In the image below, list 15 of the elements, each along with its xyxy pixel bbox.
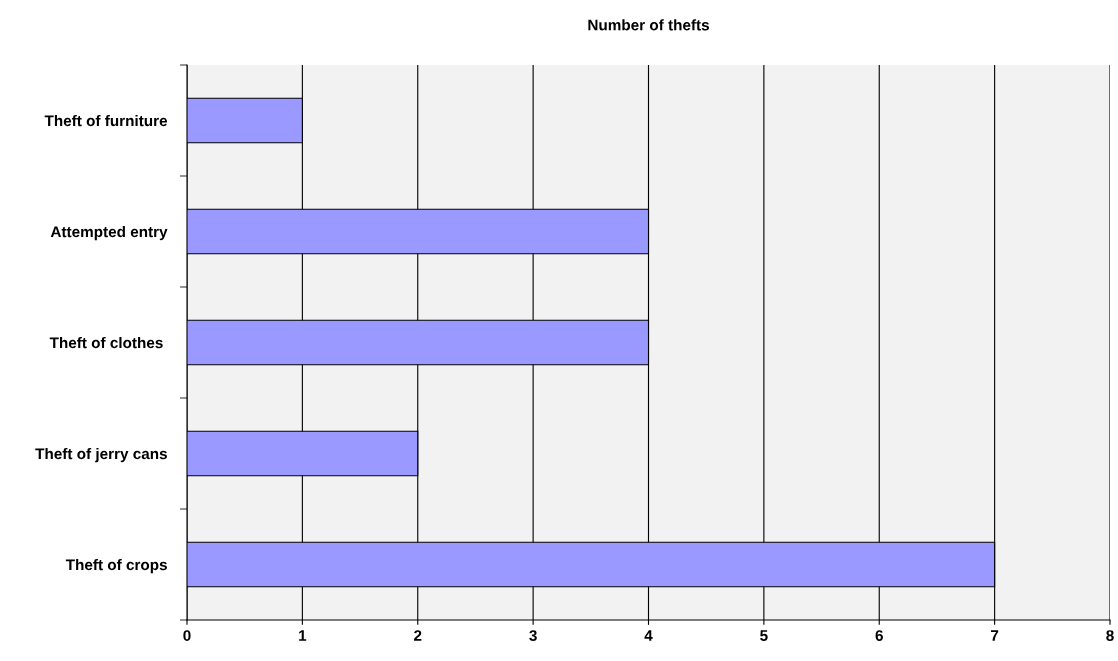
x-tick-label: 0 <box>183 630 191 641</box>
y-tick-label: Theft of jerry cans <box>35 447 167 463</box>
x-tick-label: 8 <box>1106 630 1114 641</box>
y-tick-label: Theft of clothes <box>49 336 163 349</box>
x-tick-label: 3 <box>529 630 537 641</box>
x-tick-label: 6 <box>875 630 883 641</box>
x-tick-label: 1 <box>299 630 307 641</box>
y-tick-label: Attempted entry <box>50 225 168 241</box>
x-tick-label: 2 <box>414 630 422 641</box>
y-tick-label: Theft of furniture <box>44 114 168 127</box>
y-tick-label: Theft of crops <box>65 558 167 574</box>
x-tick-label: 5 <box>760 630 768 641</box>
x-tick-label: 4 <box>644 630 653 641</box>
x-tick-label: 7 <box>991 630 999 641</box>
chart-title: Number of thefts <box>588 19 709 31</box>
